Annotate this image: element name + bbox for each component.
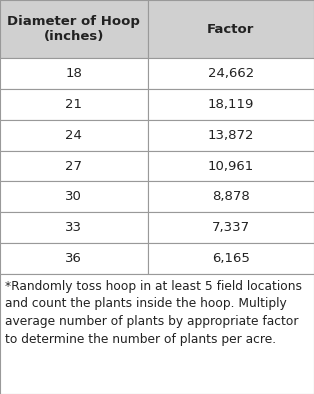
Text: *Randomly toss hoop in at least 5 field locations and count the plants inside th: *Randomly toss hoop in at least 5 field … xyxy=(5,280,302,346)
Bar xyxy=(0,212,148,243)
Text: 18,119: 18,119 xyxy=(208,98,254,111)
Text: 6,165: 6,165 xyxy=(212,252,250,265)
Bar xyxy=(148,0,314,58)
Text: 36: 36 xyxy=(65,252,82,265)
Text: 24: 24 xyxy=(65,129,82,141)
Bar xyxy=(148,151,314,181)
Text: 24,662: 24,662 xyxy=(208,67,254,80)
Bar xyxy=(148,181,314,212)
Bar xyxy=(148,243,314,274)
Bar xyxy=(148,212,314,243)
Text: 7,337: 7,337 xyxy=(212,221,250,234)
Text: 21: 21 xyxy=(65,98,82,111)
Bar xyxy=(0,120,148,151)
Bar xyxy=(0,151,148,181)
Bar xyxy=(0,58,148,89)
Text: 27: 27 xyxy=(65,160,82,173)
Text: 8,878: 8,878 xyxy=(212,190,250,203)
Bar xyxy=(0,274,314,394)
Text: 33: 33 xyxy=(65,221,82,234)
Bar xyxy=(0,89,148,120)
Bar xyxy=(0,243,148,274)
Text: 18: 18 xyxy=(65,67,82,80)
Text: Diameter of Hoop
(inches): Diameter of Hoop (inches) xyxy=(7,15,140,43)
Bar xyxy=(0,181,148,212)
Bar xyxy=(148,89,314,120)
Bar xyxy=(148,120,314,151)
Bar xyxy=(148,58,314,89)
Text: 13,872: 13,872 xyxy=(208,129,254,141)
Bar xyxy=(0,0,148,58)
Text: 30: 30 xyxy=(65,190,82,203)
Text: Factor: Factor xyxy=(207,22,254,35)
Text: 10,961: 10,961 xyxy=(208,160,254,173)
